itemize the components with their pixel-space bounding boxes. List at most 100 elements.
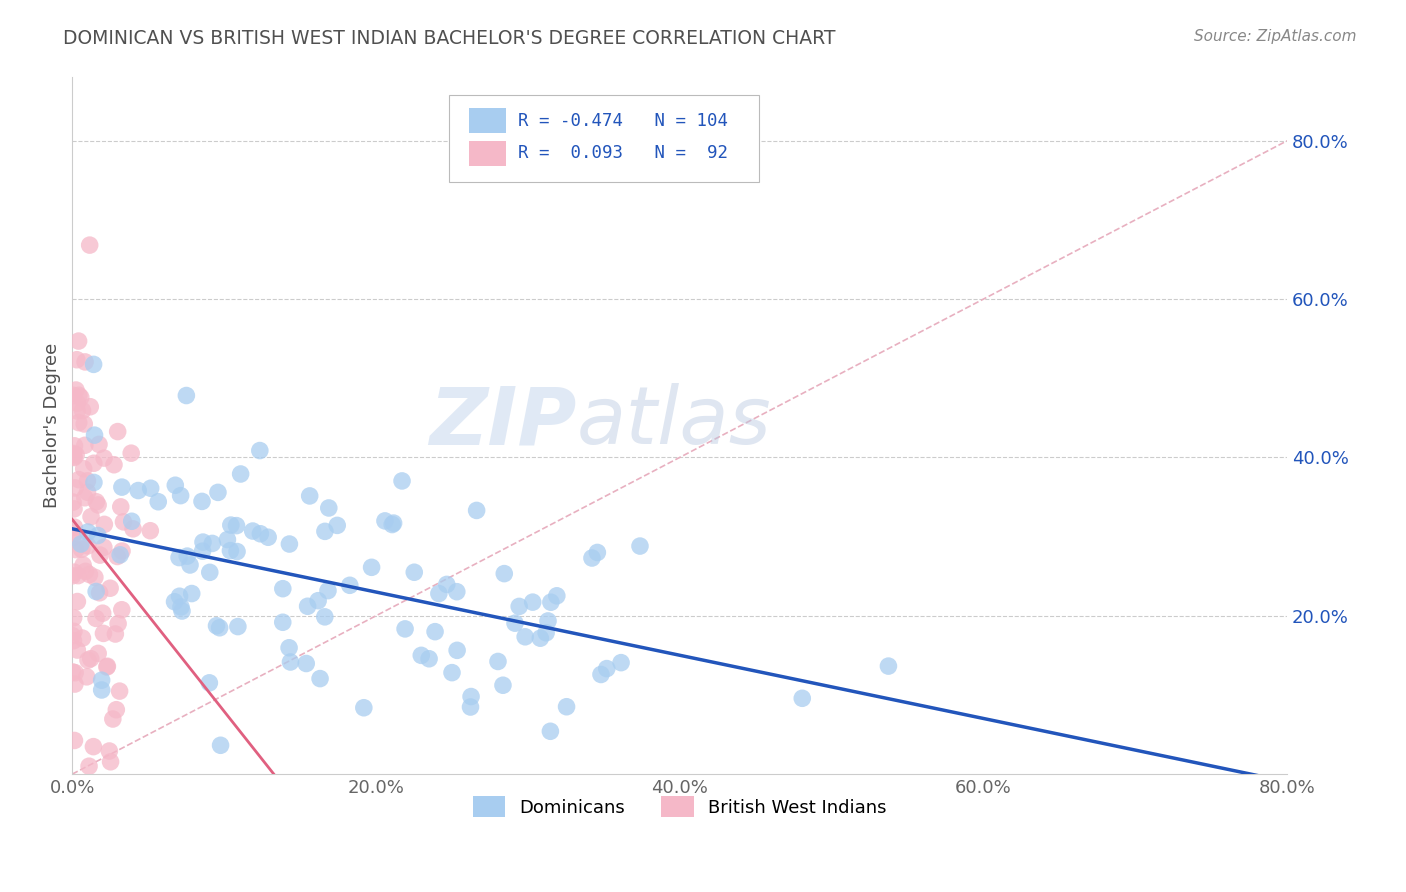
Point	[297, 599, 319, 614]
Point	[103, 458, 125, 472]
Point	[191, 494, 214, 508]
Point	[537, 614, 560, 628]
Point	[89, 548, 111, 562]
Point	[316, 583, 339, 598]
Point	[391, 474, 413, 488]
Point	[122, 522, 145, 536]
Point	[89, 586, 111, 600]
Point	[96, 660, 118, 674]
Point	[295, 657, 318, 671]
Point	[104, 627, 127, 641]
Point	[555, 699, 578, 714]
Point	[176, 549, 198, 563]
Point	[72, 403, 94, 417]
Point	[508, 599, 530, 614]
Point	[79, 400, 101, 414]
Point	[90, 683, 112, 698]
Point	[208, 621, 231, 635]
Point	[515, 630, 537, 644]
Point	[86, 495, 108, 509]
Point	[201, 536, 224, 550]
Point	[139, 524, 162, 538]
Point	[460, 700, 482, 714]
Point	[427, 586, 450, 600]
Point	[111, 603, 134, 617]
Point	[207, 485, 229, 500]
Point	[226, 544, 249, 558]
Point	[278, 640, 301, 655]
Point	[110, 500, 132, 514]
Point	[63, 520, 86, 534]
Point	[84, 611, 107, 625]
Point	[249, 526, 271, 541]
Point	[596, 662, 619, 676]
Point	[67, 334, 90, 348]
Point	[411, 648, 433, 663]
Point	[205, 619, 228, 633]
Point	[318, 500, 340, 515]
Point	[465, 503, 488, 517]
Point	[67, 416, 90, 430]
Point	[107, 425, 129, 439]
Point	[298, 489, 321, 503]
Point	[209, 739, 232, 753]
Point	[75, 564, 97, 578]
Point	[120, 446, 142, 460]
Point	[63, 439, 86, 453]
Point	[76, 524, 98, 539]
Y-axis label: Bachelor's Degree: Bachelor's Degree	[44, 343, 60, 508]
Point	[60, 447, 83, 461]
Point	[93, 451, 115, 466]
Point	[219, 543, 242, 558]
Point	[163, 595, 186, 609]
Point	[217, 533, 239, 547]
Point	[538, 724, 561, 739]
Point	[314, 524, 336, 539]
Text: R =  0.093   N =  92: R = 0.093 N = 92	[517, 145, 728, 162]
Point	[62, 633, 84, 648]
Point	[139, 481, 162, 495]
Point	[84, 584, 107, 599]
Point	[586, 545, 609, 559]
Point	[589, 667, 612, 681]
Point	[111, 480, 134, 494]
Point	[169, 489, 191, 503]
Point	[79, 567, 101, 582]
Point	[503, 616, 526, 631]
Point	[436, 577, 458, 591]
Point	[460, 690, 482, 704]
Point	[83, 475, 105, 490]
Point	[494, 566, 516, 581]
Point	[77, 759, 100, 773]
Point	[80, 509, 103, 524]
Point	[80, 651, 103, 665]
Point	[242, 524, 264, 538]
Point	[108, 684, 131, 698]
Point	[581, 551, 603, 566]
Point	[326, 518, 349, 533]
Point	[63, 665, 86, 680]
Point	[339, 578, 361, 592]
Point	[148, 494, 170, 508]
Text: R = -0.474   N = 104: R = -0.474 N = 104	[517, 112, 728, 129]
Text: DOMINICAN VS BRITISH WEST INDIAN BACHELOR'S DEGREE CORRELATION CHART: DOMINICAN VS BRITISH WEST INDIAN BACHELO…	[63, 29, 835, 47]
Point	[63, 526, 86, 541]
Bar	[470, 141, 506, 166]
Point	[62, 450, 84, 464]
Point	[63, 450, 86, 465]
Point	[226, 619, 249, 633]
Point	[63, 446, 86, 460]
Point	[79, 238, 101, 252]
Point	[546, 589, 568, 603]
Point	[63, 502, 86, 516]
Point	[98, 581, 121, 595]
Point	[179, 558, 201, 572]
Point	[360, 560, 382, 574]
Point	[76, 670, 98, 684]
Point	[446, 643, 468, 657]
Bar	[470, 108, 506, 133]
Point	[112, 515, 135, 529]
Point	[101, 712, 124, 726]
Point	[107, 616, 129, 631]
Point	[540, 595, 562, 609]
